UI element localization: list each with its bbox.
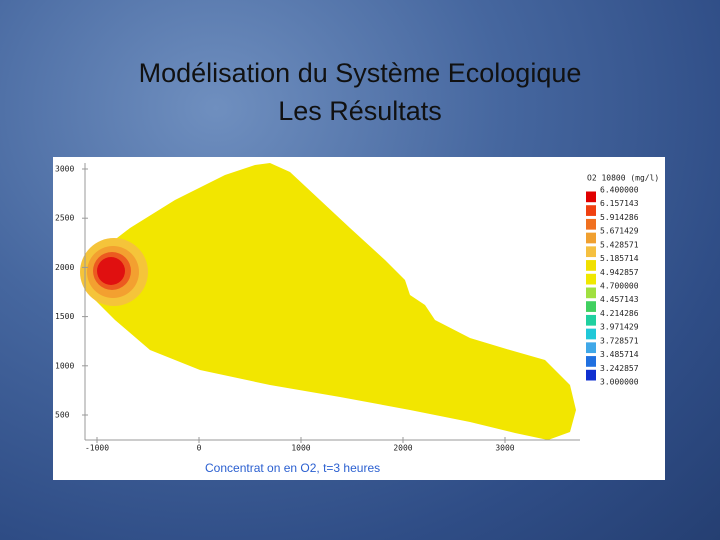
figure: Concentrat on en O2, t=3 heures O2 10800… (53, 157, 665, 480)
legend-level: 3.971429 (600, 323, 639, 332)
legend-level: 4.457143 (600, 295, 639, 304)
legend-swatch (586, 218, 596, 230)
legend-swatch (586, 232, 596, 244)
legend-title: O2 10800 (mg/l) (587, 174, 659, 183)
legend-level: 4.942857 (600, 268, 639, 277)
legend-swatch (586, 273, 596, 285)
legend-swatch (586, 369, 596, 381)
legend-level: 6.157143 (600, 199, 639, 208)
y-tick-label: 1500 (55, 312, 74, 321)
legend-swatch (586, 205, 596, 216)
legend-swatch (586, 328, 596, 340)
legend-swatch (586, 314, 596, 326)
legend-level: 5.185714 (600, 254, 639, 263)
caption: Concentrat on en O2, t=3 heures (205, 461, 380, 475)
y-tick-label: 2500 (55, 214, 74, 223)
legend-level: 3.728571 (600, 336, 639, 345)
x-tick-label: 0 (197, 444, 202, 453)
legend-swatch (586, 356, 596, 367)
legend-swatch (586, 191, 596, 203)
legend-level: 3.242857 (600, 364, 639, 373)
y-tick-label: 2000 (55, 263, 74, 272)
yellow-region (85, 163, 576, 440)
x-tick-label: 2000 (393, 444, 412, 453)
x-tick-label: 3000 (495, 444, 514, 453)
legend-level: 4.700000 (600, 282, 639, 291)
contour (97, 257, 125, 285)
legend-swatch (586, 301, 596, 312)
y-tick-label: 500 (55, 411, 70, 420)
legend-level: 5.428571 (600, 240, 639, 249)
legend-level: 3.485714 (600, 350, 639, 359)
slide-title: Les Résultats (278, 96, 442, 126)
legend-swatch (586, 342, 596, 354)
legend-level: 5.914286 (600, 213, 639, 222)
legend-swatch (586, 260, 596, 271)
x-tick-label: -1000 (85, 444, 109, 453)
x-tick-label: 1000 (291, 444, 310, 453)
legend-swatch (586, 287, 596, 299)
legend-level: 3.000000 (600, 378, 639, 387)
y-tick-label: 3000 (55, 165, 74, 174)
y-tick-label: 1000 (55, 361, 74, 370)
slide-title: Modélisation du Système Ecologique (138, 58, 582, 88)
legend-level: 6.400000 (600, 186, 639, 195)
legend-swatch (586, 246, 596, 258)
legend-level: 5.671429 (600, 227, 639, 236)
legend-level: 4.214286 (600, 309, 639, 318)
